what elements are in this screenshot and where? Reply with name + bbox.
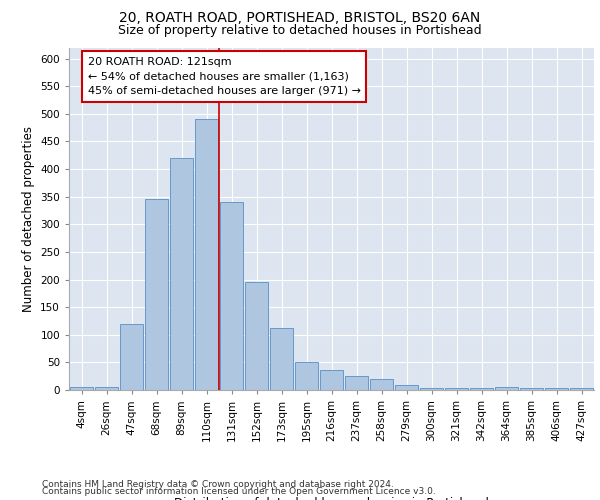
Bar — [570, 388, 593, 390]
Bar — [295, 362, 318, 390]
Bar — [170, 158, 193, 390]
Text: Contains public sector information licensed under the Open Government Licence v3: Contains public sector information licen… — [42, 487, 436, 496]
Bar — [420, 388, 443, 390]
Bar — [495, 387, 518, 390]
Text: 20, ROATH ROAD, PORTISHEAD, BRISTOL, BS20 6AN: 20, ROATH ROAD, PORTISHEAD, BRISTOL, BS2… — [119, 11, 481, 25]
Bar — [145, 200, 168, 390]
Bar — [95, 387, 118, 390]
Bar — [120, 324, 143, 390]
Bar — [70, 386, 93, 390]
Bar — [220, 202, 243, 390]
Bar — [320, 370, 343, 390]
Bar — [445, 388, 468, 390]
Bar — [470, 388, 493, 390]
X-axis label: Distribution of detached houses by size in Portishead: Distribution of detached houses by size … — [174, 496, 489, 500]
Bar — [270, 328, 293, 390]
Text: Contains HM Land Registry data © Crown copyright and database right 2024.: Contains HM Land Registry data © Crown c… — [42, 480, 394, 489]
Bar — [195, 120, 218, 390]
Bar — [370, 379, 393, 390]
Bar — [520, 388, 543, 390]
Text: 20 ROATH ROAD: 121sqm
← 54% of detached houses are smaller (1,163)
45% of semi-d: 20 ROATH ROAD: 121sqm ← 54% of detached … — [88, 57, 361, 96]
Bar — [245, 282, 268, 390]
Bar — [545, 388, 568, 390]
Bar — [345, 376, 368, 390]
Text: Size of property relative to detached houses in Portishead: Size of property relative to detached ho… — [118, 24, 482, 37]
Y-axis label: Number of detached properties: Number of detached properties — [22, 126, 35, 312]
Bar — [395, 385, 418, 390]
